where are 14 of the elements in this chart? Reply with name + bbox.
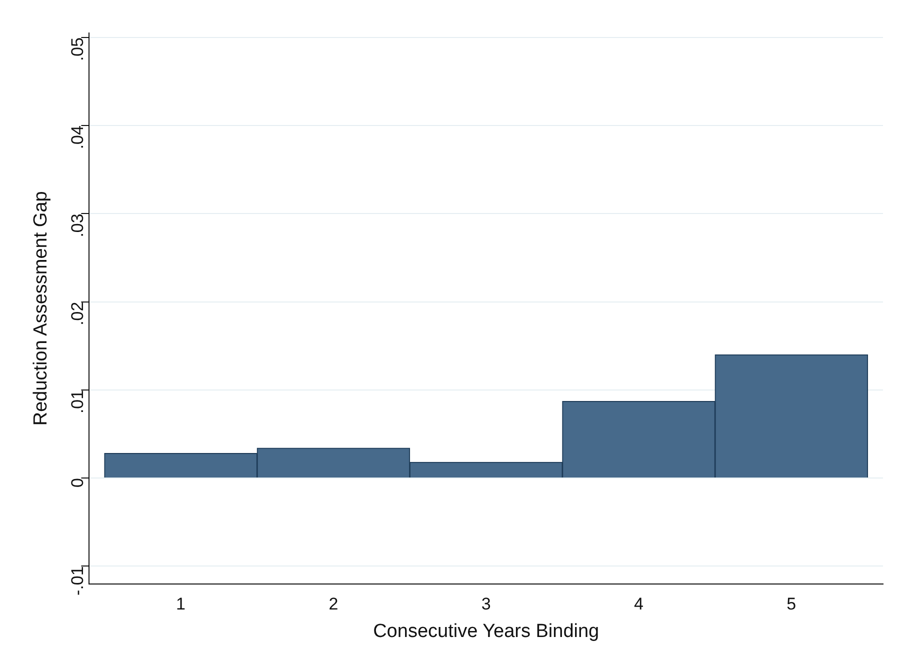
y-axis-title: Reduction Assessment Gap	[30, 191, 52, 426]
x-tick-label: 3	[481, 594, 491, 614]
x-axis-title: Consecutive Years Binding	[373, 620, 600, 642]
x-tick-label: 5	[786, 594, 796, 614]
x-tick-label: 2	[328, 594, 338, 614]
y-tick-label: .04	[68, 126, 87, 150]
y-tick-label: .05	[68, 37, 87, 62]
y-tick-label: .02	[68, 302, 87, 326]
x-tick-label: 4	[634, 594, 644, 614]
y-tick-label: -.01	[68, 566, 87, 596]
y-tick-label: .01	[68, 390, 87, 414]
x-tick-label: 1	[176, 594, 186, 614]
y-tick-label: 0	[68, 478, 87, 488]
y-tick-label: .03	[68, 214, 87, 238]
